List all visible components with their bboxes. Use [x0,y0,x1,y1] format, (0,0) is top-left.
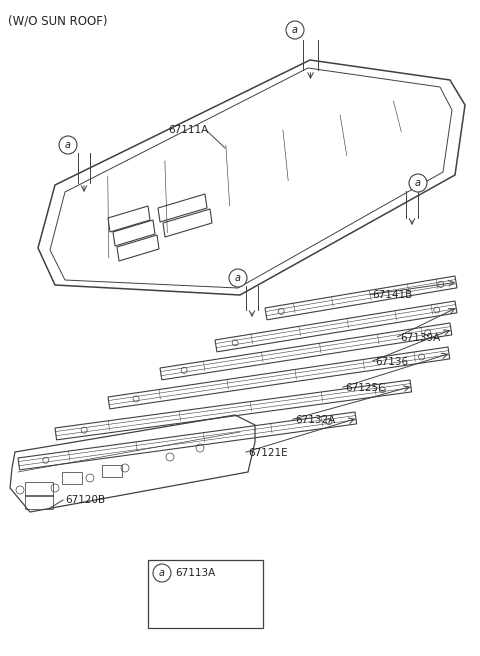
Text: a: a [159,568,165,578]
Circle shape [229,269,247,287]
Bar [62,472,82,484]
Circle shape [286,21,304,39]
Text: 67120B: 67120B [65,495,105,505]
Text: 67125C: 67125C [345,383,385,393]
Text: 67136: 67136 [375,357,408,367]
Text: a: a [235,273,241,283]
Text: 67121E: 67121E [248,448,288,458]
Text: 67141B: 67141B [372,290,412,300]
Bar [148,560,263,628]
Circle shape [59,136,77,154]
Text: 67111A: 67111A [168,125,208,135]
Text: 67139A: 67139A [400,333,440,343]
Text: a: a [65,140,71,150]
Text: (W/O SUN ROOF): (W/O SUN ROOF) [8,15,108,28]
Circle shape [409,174,427,192]
Bar [194,582,202,587]
Text: a: a [415,178,421,188]
Circle shape [153,564,171,582]
Bar [102,465,122,477]
Text: a: a [292,25,298,35]
Text: 67113A: 67113A [175,568,215,578]
Bar [25,482,53,496]
Bar [25,495,53,509]
Text: 67132A: 67132A [295,415,335,425]
